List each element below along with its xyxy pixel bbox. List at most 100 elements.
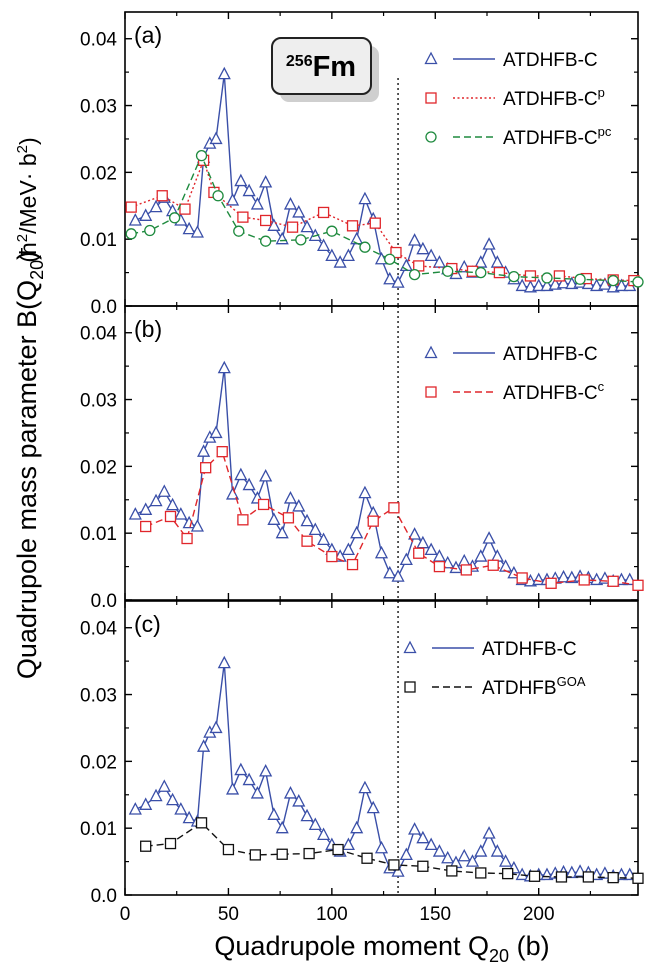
square-marker (195, 817, 208, 829)
triangle-marker (490, 549, 504, 562)
legend-label: ATDHFB-C (503, 344, 598, 365)
circle-marker (384, 253, 396, 265)
triangle-marker (300, 219, 314, 233)
square-marker (301, 535, 313, 547)
triangle-marker (217, 360, 231, 374)
y-tick-label: 0.04 (80, 30, 117, 51)
triangle-marker (441, 850, 455, 864)
triangle-marker (308, 522, 322, 535)
triangle-marker (139, 208, 153, 221)
circle-marker (260, 235, 272, 247)
legend-label: ATDHFB-C (482, 639, 577, 660)
triangle-marker (149, 199, 163, 213)
circle-marker (607, 274, 619, 287)
triangle-marker (225, 487, 240, 500)
triangle-marker (197, 444, 211, 457)
triangle-marker (139, 797, 153, 810)
legend-label: ATDHFB-C (503, 50, 598, 71)
square-marker (487, 559, 499, 571)
triangle-marker (374, 545, 389, 559)
triangle-marker (317, 827, 331, 841)
square-marker (555, 871, 568, 883)
square-marker (332, 843, 344, 856)
triangle-marker (182, 221, 196, 235)
triangle-marker (182, 810, 196, 824)
triangle-marker (174, 507, 188, 520)
square-marker (303, 847, 315, 860)
square-marker (156, 190, 168, 202)
panel-frame (124, 600, 639, 896)
triangle-marker (242, 183, 256, 197)
square-marker (582, 871, 595, 883)
triangle-marker (515, 867, 529, 881)
triangle-marker (408, 822, 422, 835)
circle-marker (541, 272, 553, 284)
triangle-marker (350, 231, 364, 245)
triangle-marker (217, 655, 231, 669)
triangle-marker (149, 493, 163, 507)
triangle-marker (350, 820, 364, 834)
triangle-marker (267, 807, 281, 820)
square-marker (181, 532, 193, 545)
triangle-marker (209, 425, 223, 439)
triangle-marker (358, 191, 372, 205)
y-tick-label: 0.04 (80, 324, 117, 345)
x-axis-label: Quadrupole moment Q20 (b) (214, 931, 549, 966)
circle-marker (508, 270, 520, 283)
square-marker (388, 502, 400, 514)
square-marker (578, 574, 590, 586)
square-marker (257, 498, 270, 511)
circle-marker (326, 225, 338, 237)
series-square (125, 154, 640, 287)
triangle-marker (128, 802, 142, 815)
triangle-marker (556, 275, 571, 289)
square-marker (369, 217, 381, 229)
circle-marker (233, 225, 245, 237)
square-marker (553, 270, 566, 282)
triangle-marker (300, 513, 314, 527)
triangle-marker (292, 794, 306, 807)
square-marker (425, 386, 437, 398)
square-marker (276, 848, 288, 860)
square-marker (524, 270, 537, 282)
panel-label: (b) (134, 316, 162, 342)
triangle-marker (403, 640, 417, 654)
square-marker (417, 860, 429, 872)
panel-1: 0.00.010.020.030.04 (a)ATDHFB-CATDHFB-CpA… (80, 11, 644, 318)
triangle-marker (416, 830, 430, 844)
square-marker (528, 870, 541, 882)
square-marker (446, 865, 458, 877)
y-tick-label: 0.0 (91, 886, 117, 907)
square-marker (317, 206, 330, 219)
square-marker (125, 201, 137, 213)
square-marker (493, 266, 506, 279)
square-marker (164, 837, 177, 850)
square-marker (367, 515, 379, 527)
y-tick-label: 0.01 (80, 524, 117, 545)
square-marker (632, 872, 644, 884)
triangle-marker (250, 786, 264, 799)
triangle-marker (482, 237, 496, 250)
circle-marker (359, 241, 371, 253)
panel-frame (124, 305, 639, 601)
y-tick-label: 0.01 (80, 230, 117, 251)
nucleus-label-box (271, 37, 372, 95)
triangle-marker (457, 848, 471, 862)
y-tick-label: 0.04 (80, 619, 117, 640)
nucleus-label-text: 256Fm (286, 51, 356, 83)
square-marker (475, 867, 487, 879)
triangle-marker (424, 51, 438, 65)
nucleus-label: 256Fm (271, 37, 379, 102)
square-marker (607, 575, 619, 587)
triangle-marker (399, 847, 413, 861)
square-marker (433, 560, 446, 573)
triangle-marker (166, 497, 180, 511)
circle-marker (574, 273, 586, 285)
triangle-marker (341, 542, 355, 556)
triangle-marker (149, 788, 163, 802)
triangle-marker (350, 525, 364, 539)
square-marker (413, 547, 425, 559)
triangle-marker (225, 193, 240, 206)
triangle-marker (157, 484, 171, 497)
